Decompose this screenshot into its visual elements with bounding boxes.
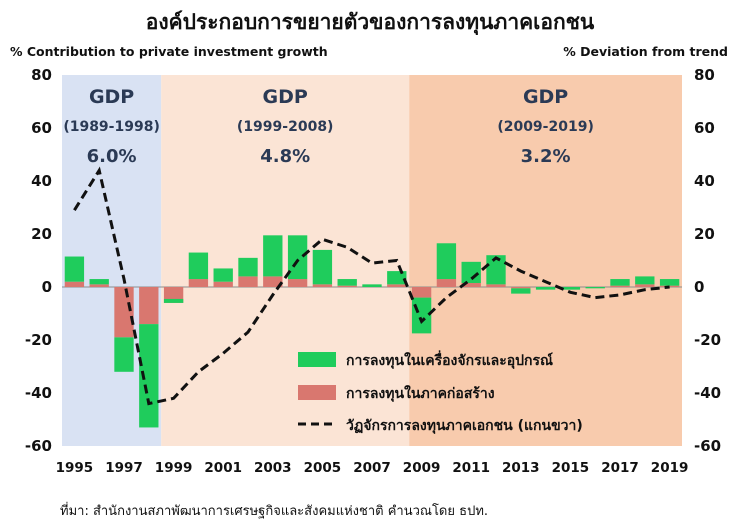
bar-machinery	[635, 276, 655, 285]
y-axis-right-title: % Deviation from trend	[563, 44, 728, 59]
x-tick: 2009	[403, 460, 441, 476]
x-tick: 2005	[304, 460, 342, 476]
x-tick: 1999	[155, 460, 193, 476]
bar-machinery	[387, 271, 407, 285]
period-2-value: 4.8%	[260, 146, 310, 167]
x-tick: 1995	[56, 460, 94, 476]
bar-construction	[89, 284, 109, 287]
bar-construction	[461, 283, 481, 287]
bar-machinery	[585, 287, 605, 289]
bar-machinery	[287, 235, 308, 280]
bar-construction	[337, 285, 357, 287]
y-tick-left: 60	[31, 119, 52, 137]
period-2-label: GDP	[263, 86, 308, 108]
bar-machinery	[188, 252, 209, 280]
bar-machinery	[436, 243, 457, 280]
bar-construction	[387, 284, 407, 287]
period-3-range: (2009-2019)	[497, 119, 594, 135]
period-3-label: GDP	[523, 86, 568, 108]
y-tick-right: 40	[694, 172, 715, 190]
legend-label-machinery: การลงทุนในเครื่องจักรและอุปกรณ์	[346, 350, 553, 369]
x-tick: 2001	[204, 460, 242, 476]
bar-construction	[213, 281, 233, 287]
x-tick: 1997	[105, 460, 143, 476]
bar-machinery	[312, 249, 333, 285]
y-tick-left: 80	[31, 66, 52, 84]
bar-construction	[511, 287, 531, 289]
source-note: ที่มา: สำนักงานสภาพัฒนาการเศรษฐกิจและสัง…	[60, 504, 489, 519]
bar-construction	[188, 279, 209, 287]
x-tick: 2003	[254, 460, 292, 476]
bar-machinery	[263, 235, 283, 277]
bar-machinery	[238, 257, 258, 277]
bar-construction	[635, 284, 655, 287]
chart-title: องค์ประกอบการขยายตัวของการลงทุนภาคเอกชน	[145, 10, 595, 34]
legend-label-cycle: วัฏจักรการลงทุนภาคเอกชน (แกนขวา)	[346, 418, 583, 434]
y-tick-left: 20	[31, 225, 52, 243]
legend-swatch-construction	[298, 385, 336, 400]
y-tick-right: 0	[694, 278, 704, 296]
bar-construction	[238, 276, 258, 287]
y-tick-right: 60	[694, 119, 715, 137]
bar-machinery	[362, 284, 382, 287]
bar-machinery	[461, 261, 481, 284]
x-tick: 2011	[452, 460, 490, 476]
bar-machinery	[535, 287, 556, 290]
y-tick-right: -40	[694, 384, 721, 402]
bar-machinery	[511, 288, 531, 294]
legend-swatch-machinery	[298, 352, 336, 367]
bar-construction	[411, 287, 432, 298]
y-tick-left: 40	[31, 172, 52, 190]
bar-machinery	[89, 279, 109, 285]
y-tick-right: 20	[694, 225, 715, 243]
x-tick: 2015	[552, 460, 590, 476]
bar-machinery	[64, 256, 85, 282]
y-tick-left: 0	[42, 278, 52, 296]
bar-construction	[114, 287, 134, 338]
bar-machinery	[114, 337, 134, 372]
bar-machinery	[139, 324, 159, 428]
bar-machinery	[163, 298, 184, 303]
bar-machinery	[486, 255, 506, 285]
bar-machinery	[337, 279, 357, 286]
bar-construction	[486, 284, 506, 287]
bar-construction	[312, 284, 333, 287]
y-tick-right: 80	[694, 66, 715, 84]
x-tick: 2013	[502, 460, 540, 476]
y-tick-left: -40	[25, 384, 52, 402]
period-1-range: (1989-1998)	[63, 119, 160, 135]
bar-machinery	[560, 287, 581, 290]
x-tick: 2019	[651, 460, 689, 476]
x-tick: 2017	[601, 460, 639, 476]
period-2-range: (1999-2008)	[237, 119, 334, 135]
bar-construction	[263, 276, 283, 287]
bar-machinery	[213, 268, 233, 282]
bar-construction	[64, 281, 85, 287]
y-tick-left: -20	[25, 331, 52, 349]
y-axis-left-title: % Contribution to private investment gro…	[10, 44, 328, 59]
period-1-label: GDP	[89, 86, 134, 108]
legend-label-construction: การลงทุนในภาคก่อสร้าง	[346, 384, 495, 402]
period-3-value: 3.2%	[521, 146, 571, 167]
cycle-line	[73, 166, 670, 406]
x-tick: 2007	[353, 460, 391, 476]
bar-machinery	[610, 279, 630, 286]
y-tick-right: -60	[694, 437, 721, 455]
bar-machinery	[659, 279, 680, 286]
bar-construction	[610, 285, 630, 287]
bar-construction	[287, 279, 308, 287]
y-tick-right: -20	[694, 331, 721, 349]
y-tick-left: -60	[25, 437, 52, 455]
bar-construction	[139, 287, 159, 325]
bar-construction	[659, 285, 680, 287]
bar-construction	[436, 279, 457, 287]
bar-machinery	[411, 297, 432, 334]
period-1-value: 6.0%	[87, 146, 137, 167]
